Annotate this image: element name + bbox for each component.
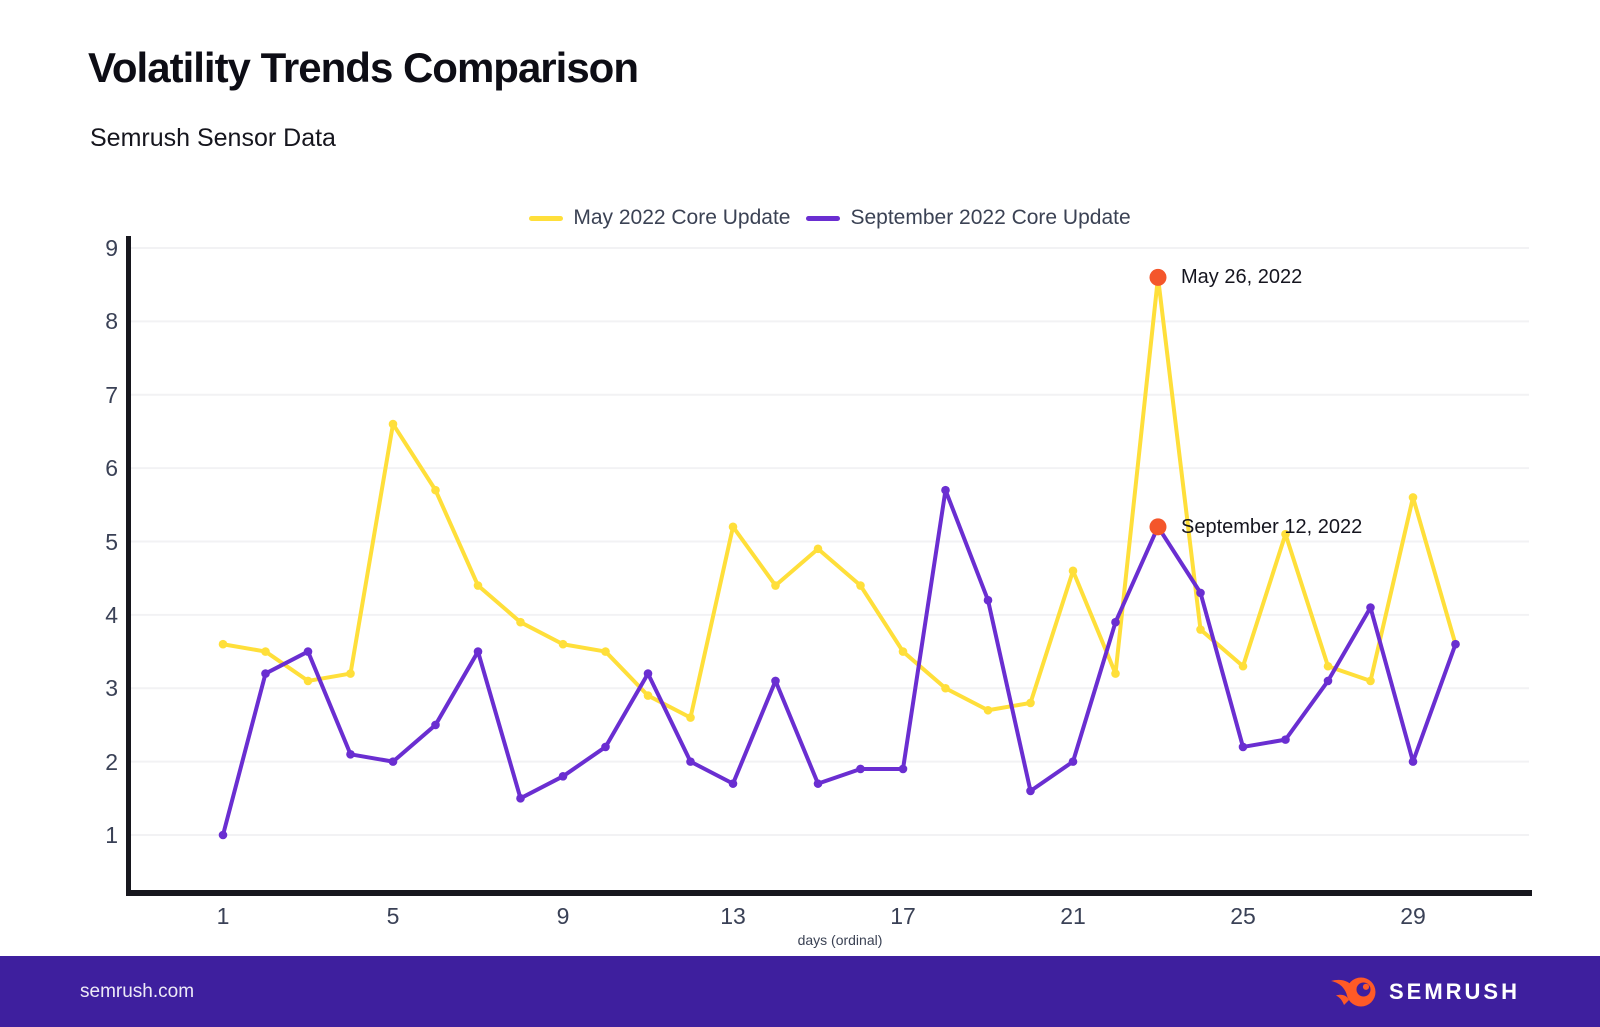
legend-item: May 2022 Core Update (529, 206, 790, 230)
series-point-september-2022 (1196, 588, 1205, 598)
legend-swatch (529, 215, 564, 221)
series-point-september-2022 (1323, 676, 1333, 686)
y-axis-tick-label: 7 (105, 381, 118, 408)
chart-legend: May 2022 Core Update September 2022 Core … (130, 206, 1530, 230)
series-point-september-2022 (771, 676, 780, 686)
series-point-may-2022 (388, 419, 398, 429)
series-point-may-2022 (346, 669, 355, 678)
legend-label: May 2022 Core Update (573, 206, 791, 229)
series-point-may-2022 (1366, 676, 1375, 686)
series-point-september-2022 (643, 669, 653, 678)
annotation-label: September 12, 2022 (1181, 515, 1363, 538)
series-point-may-2022 (728, 522, 738, 532)
y-axis-tick-label: 2 (105, 748, 118, 775)
series-line-may-2022 (221, 275, 1458, 720)
series-point-september-2022 (1366, 603, 1375, 612)
series-point-september-2022 (1408, 757, 1418, 766)
series-point-may-2022 (431, 485, 440, 495)
series-point-may-2022 (1111, 669, 1120, 678)
legend-label: September 2022 Core Update (850, 206, 1131, 229)
series-point-may-2022 (1323, 661, 1333, 671)
x-axis-tick-label: 5 (386, 903, 400, 929)
series-point-september-2022 (1238, 742, 1248, 752)
x-axis-tick-label: 17 (890, 903, 916, 929)
series-point-september-2022 (558, 772, 568, 781)
y-axis-tick-label: 9 (105, 235, 118, 261)
x-axis-tick-label: 1 (216, 903, 230, 929)
series-point-may-2022 (983, 705, 993, 715)
series-point-september-2022 (941, 485, 950, 495)
footer-site-url: semrush.com (80, 980, 195, 1002)
series-point-may-2022 (1238, 661, 1248, 671)
series-point-september-2022 (431, 720, 440, 730)
series-point-september-2022 (1068, 757, 1078, 766)
series-point-may-2022 (898, 647, 908, 656)
series-point-september-2022 (601, 742, 610, 752)
series-point-september-2022 (388, 757, 398, 766)
series-point-may-2022 (218, 639, 228, 649)
series-point-may-2022 (941, 683, 950, 693)
legend-swatch (806, 215, 841, 221)
series-point-september-2022 (261, 669, 270, 678)
series-point-may-2022 (643, 691, 653, 700)
semrush-logo-text: SEMRUSH (1388, 978, 1520, 1004)
series-point-september-2022 (346, 749, 355, 759)
y-axis-tick-label: 6 (105, 455, 118, 482)
series-point-september-2022 (1451, 639, 1460, 649)
series-point-may-2022 (1068, 566, 1078, 576)
annotation-dot (1149, 268, 1167, 286)
legend-item: September 2022 Core Update (806, 206, 1131, 230)
semrush-flame-icon (1330, 977, 1376, 1006)
x-axis-tick-label: 13 (720, 903, 746, 929)
x-axis-tick-label: 9 (556, 903, 570, 929)
y-axis-tick-label: 4 (105, 601, 118, 628)
series-point-may-2022 (813, 544, 823, 554)
series-point-may-2022 (1408, 493, 1418, 502)
y-axis-tick-label: 8 (105, 308, 118, 335)
series-point-september-2022 (1111, 617, 1120, 627)
y-axis-line (126, 236, 131, 896)
series-point-may-2022 (686, 713, 695, 722)
series-point-may-2022 (261, 647, 270, 656)
series-point-may-2022 (516, 617, 525, 627)
chart-subtitle: Semrush Sensor Data (90, 124, 336, 152)
series-point-september-2022 (898, 764, 908, 774)
series-point-september-2022 (473, 647, 483, 656)
series-point-september-2022 (1281, 735, 1290, 744)
series-point-september-2022 (983, 595, 993, 605)
series-point-may-2022 (473, 581, 483, 590)
series-point-may-2022 (856, 581, 865, 590)
series-point-september-2022 (856, 764, 865, 774)
semrush-logo: SEMRUSH (1329, 972, 1520, 1012)
series-point-may-2022 (303, 676, 313, 686)
x-axis-line (126, 890, 1532, 896)
y-axis-tick-label: 3 (105, 675, 118, 702)
annotation-label: May 26, 2022 (1181, 266, 1303, 289)
series-point-may-2022 (558, 639, 568, 649)
x-axis-tick-label: 21 (1060, 903, 1086, 929)
series-point-may-2022 (1026, 698, 1035, 708)
series-point-september-2022 (686, 757, 695, 766)
series-point-september-2022 (728, 779, 738, 788)
x-axis-tick-label: 29 (1400, 903, 1426, 929)
series-point-may-2022 (1281, 529, 1290, 539)
x-axis-tick-label: 25 (1230, 903, 1256, 929)
x-axis-title: days (ordinal) (797, 932, 883, 948)
footer-bar: semrush.com SEMRUSH (0, 956, 1600, 1027)
series-point-september-2022 (303, 647, 313, 656)
series-point-may-2022 (601, 647, 610, 656)
series-point-september-2022 (516, 794, 525, 803)
series-point-may-2022 (771, 581, 780, 590)
annotation-dot (1149, 518, 1167, 536)
series-point-september-2022 (813, 779, 823, 788)
series-point-september-2022 (218, 830, 228, 840)
page-title: Volatility Trends Comparison (88, 44, 639, 91)
y-axis-tick-label: 1 (105, 822, 118, 848)
y-axis-tick-label: 5 (105, 528, 118, 555)
series-point-september-2022 (1026, 786, 1035, 796)
series-point-may-2022 (1196, 625, 1205, 634)
series-line-september-2022 (221, 488, 1458, 837)
